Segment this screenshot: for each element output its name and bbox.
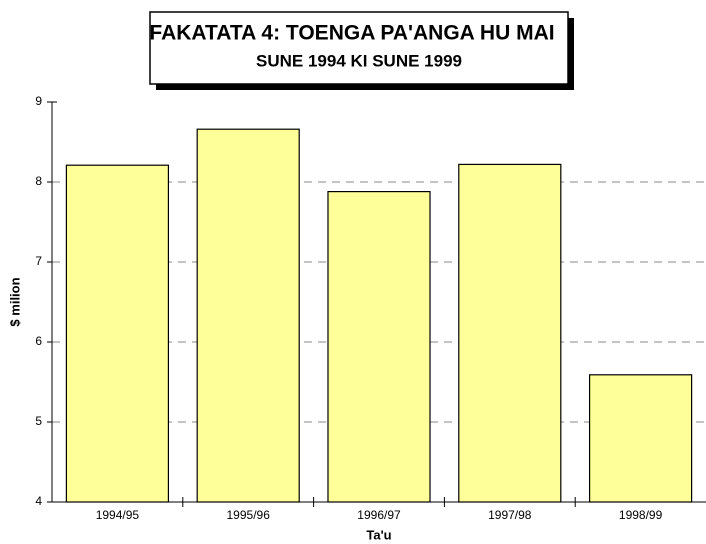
x-tick-label: 1996/97 bbox=[357, 508, 401, 522]
chart-subtitle: SUNE 1994 KI SUNE 1999 bbox=[256, 51, 462, 70]
x-axis-title: Ta'u bbox=[366, 527, 391, 542]
y-tick-label: 9 bbox=[35, 94, 42, 108]
y-tick-label: 7 bbox=[35, 254, 42, 268]
y-axis-title: $ milion bbox=[7, 277, 22, 326]
x-tick-label: 1998/99 bbox=[619, 508, 663, 522]
bar bbox=[196, 128, 300, 503]
y-tick-label: 8 bbox=[35, 174, 42, 188]
x-tick-label: 1995/96 bbox=[227, 508, 271, 522]
x-tick-label: 1994/95 bbox=[96, 508, 140, 522]
y-tick-label: 6 bbox=[35, 334, 42, 348]
bar bbox=[327, 191, 431, 503]
y-tick-label: 4 bbox=[35, 494, 42, 508]
title-box bbox=[149, 11, 569, 85]
bar bbox=[458, 163, 562, 503]
bar bbox=[65, 164, 170, 503]
y-tick-label: 5 bbox=[35, 414, 42, 428]
chart-title: FAKATATA 4: TOENGA PA'ANGA HU MAI bbox=[149, 22, 554, 45]
bar bbox=[588, 374, 693, 503]
x-tick-label: 1997/98 bbox=[488, 508, 532, 522]
